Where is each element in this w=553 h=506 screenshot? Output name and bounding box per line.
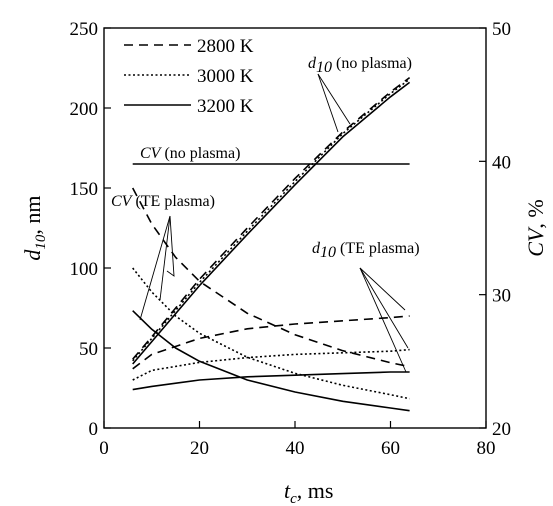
x-tick-label: 20 <box>190 438 209 459</box>
leader-d10-te-plasma <box>359 267 409 349</box>
leader-cv-te-plasma <box>159 215 171 301</box>
y-left-tick-label: 200 <box>70 99 99 120</box>
plot-frame <box>103 27 487 429</box>
series-line-3000-k <box>132 348 410 381</box>
y-right-tick-label: 20 <box>492 419 511 440</box>
series-line-3200-k <box>132 310 410 412</box>
x-tick-label: 60 <box>381 438 400 459</box>
leader-d10-no-plasma <box>317 73 339 133</box>
y-right-axis-label: CV, % <box>523 199 548 256</box>
legend: 2800 K 3000 K 3200 K <box>124 36 254 117</box>
series-line-3000-k <box>132 78 411 362</box>
y-right-tick-label: 30 <box>492 286 511 307</box>
series-line-3200-k <box>132 371 410 391</box>
leader-d10-no-plasma <box>317 73 351 125</box>
y-left-axis-label: d10, nm <box>20 195 49 260</box>
series-layer <box>131 76 411 412</box>
y-right-tick-label: 50 <box>492 19 511 40</box>
leader-cv-te-plasma <box>139 215 171 321</box>
series-line-3000-k <box>132 267 410 400</box>
x-tick-label: 80 <box>477 438 496 459</box>
leader-d10-te-plasma <box>359 267 406 311</box>
x-axis-label: tc, ms <box>284 478 333 506</box>
series-line-3200-k <box>132 81 411 365</box>
y-left-tick-label: 0 <box>89 419 99 440</box>
legend-label-3000k: 3000 K <box>197 66 254 87</box>
x-tick-label: 40 <box>286 438 305 459</box>
y-left-tick-label: 250 <box>70 19 99 40</box>
legend-label-3200k: 3200 K <box>197 96 254 117</box>
annotation-cv-te-plasma: CV (TE plasma) <box>111 193 215 210</box>
x-tick-label: 0 <box>99 438 109 459</box>
legend-label-2800k: 2800 K <box>197 36 254 57</box>
leader-cv-te-plasma <box>166 215 175 277</box>
series-line-2800-k <box>131 187 410 368</box>
tick-layer: 0 20 40 60 80 0 50 100 150 200 250 20 30 40 50 <box>70 19 512 459</box>
y-right-tick-label: 40 <box>492 152 511 173</box>
y-left-tick-label: 100 <box>70 259 99 280</box>
leader-d10-te-plasma <box>359 267 407 373</box>
series-line-2800-k <box>132 76 411 360</box>
y-left-tick-label: 50 <box>79 339 98 360</box>
annotation-d10-te-plasma: d10 (TE plasma) <box>312 240 420 261</box>
y-left-tick-label: 150 <box>70 179 99 200</box>
annotation-d10-no-plasma: d10 (no plasma) <box>308 55 412 76</box>
leader-lines <box>139 73 409 373</box>
annotation-cv-no-plasma: CV (no plasma) <box>140 145 240 162</box>
